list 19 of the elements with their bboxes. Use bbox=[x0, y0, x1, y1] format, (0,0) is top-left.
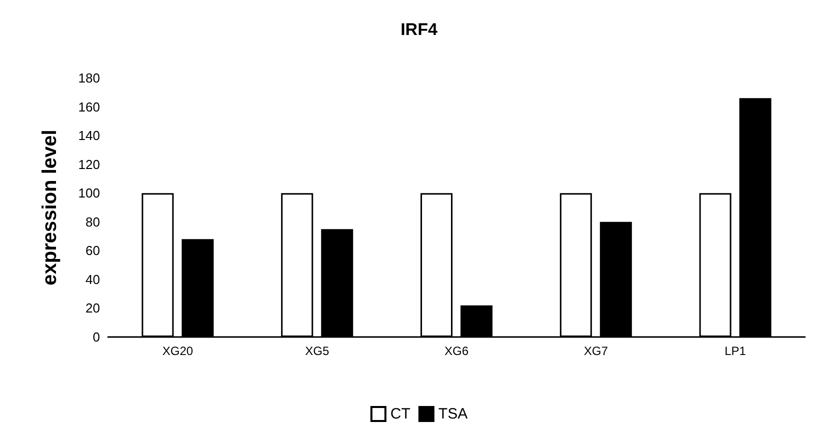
y-tick-label: 180 bbox=[78, 70, 100, 86]
x-tick-label: XG7 bbox=[584, 344, 608, 358]
x-tick-label: XG6 bbox=[444, 344, 469, 358]
legend-label: CT bbox=[390, 406, 410, 422]
y-tick-label: 20 bbox=[86, 300, 100, 316]
y-tick-label: 160 bbox=[78, 99, 100, 114]
x-tick-label: LP1 bbox=[724, 344, 746, 358]
y-tick-label: 80 bbox=[86, 214, 100, 230]
x-tick-label: XG5 bbox=[305, 344, 330, 358]
y-tick-label: 40 bbox=[86, 272, 100, 287]
chart-title: IRF4 bbox=[400, 20, 438, 39]
y-tick-label: 100 bbox=[78, 186, 100, 201]
x-tick-label: XG20 bbox=[162, 344, 194, 358]
legend-label: TSA bbox=[438, 406, 468, 422]
y-tick-label: 0 bbox=[92, 330, 100, 344]
y-tick-label: 140 bbox=[78, 128, 100, 144]
y-tick-label: 60 bbox=[86, 243, 100, 258]
y-axis-title: expression level bbox=[39, 130, 61, 286]
y-tick-label: 120 bbox=[78, 156, 100, 172]
